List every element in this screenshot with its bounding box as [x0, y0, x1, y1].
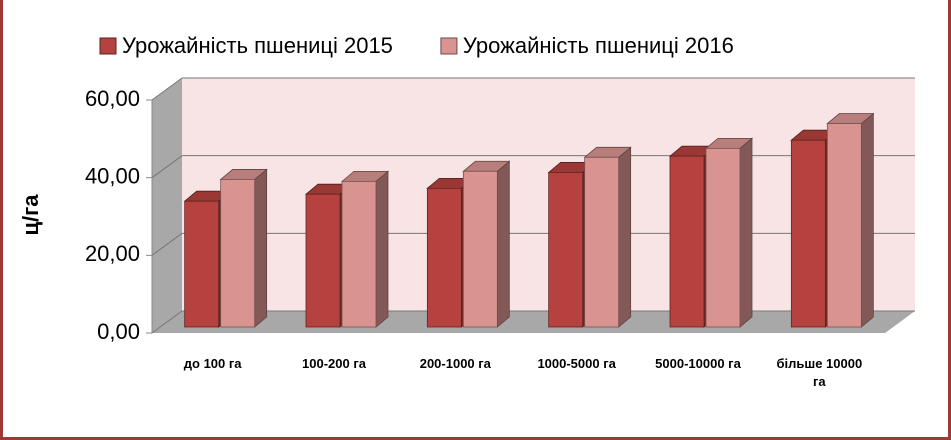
bar-face: [791, 140, 825, 327]
x-tick-label: до 100 га: [170, 355, 256, 373]
bar: [221, 169, 267, 327]
x-tick-label: більше 10000 га: [776, 355, 862, 391]
bar: [706, 138, 752, 327]
bar-face: [376, 171, 388, 327]
bar-face: [306, 194, 340, 327]
bar-face: [706, 148, 740, 327]
y-tick-label: 40,00: [85, 163, 140, 188]
bar-face: [549, 172, 583, 327]
bar-face: [463, 171, 497, 327]
y-tick-label: 20,00: [85, 241, 140, 266]
bar: [463, 161, 509, 327]
legend-label: Урожайність пшениці 2015: [122, 33, 393, 58]
bar-face: [255, 169, 267, 327]
x-tick-label: 5000-10000 га: [655, 355, 741, 373]
bar-face: [427, 188, 461, 327]
bar-face: [827, 124, 861, 327]
x-tick-label: 100-200 га: [291, 355, 377, 373]
y-tick-label: 0,00: [97, 319, 140, 344]
bar-face: [740, 138, 752, 327]
bar-face: [585, 157, 619, 327]
bar-face: [342, 181, 376, 327]
bar-face: [619, 147, 631, 327]
bar-face: [861, 114, 873, 327]
bar-face: [185, 201, 219, 327]
bar-face: [670, 156, 704, 327]
page: ц/га 0,00 20,00 40,00 60,00 Урожайність пшен…: [0, 0, 951, 440]
bar-face: [497, 161, 509, 327]
bar: [585, 147, 631, 327]
bar: [827, 114, 873, 327]
bar-face: [221, 179, 255, 327]
bar: [342, 171, 388, 327]
legend-label: Урожайність пшениці 2016: [463, 33, 734, 58]
legend-swatch: [100, 38, 116, 54]
x-tick-label: 1000-5000 га: [534, 355, 620, 373]
y-tick-label: 60,00: [85, 86, 140, 111]
x-tick-label: 200-1000 га: [412, 355, 498, 373]
y-axis-title: ц/га: [18, 194, 43, 236]
side-wall: [152, 78, 182, 333]
legend-swatch: [441, 38, 457, 54]
